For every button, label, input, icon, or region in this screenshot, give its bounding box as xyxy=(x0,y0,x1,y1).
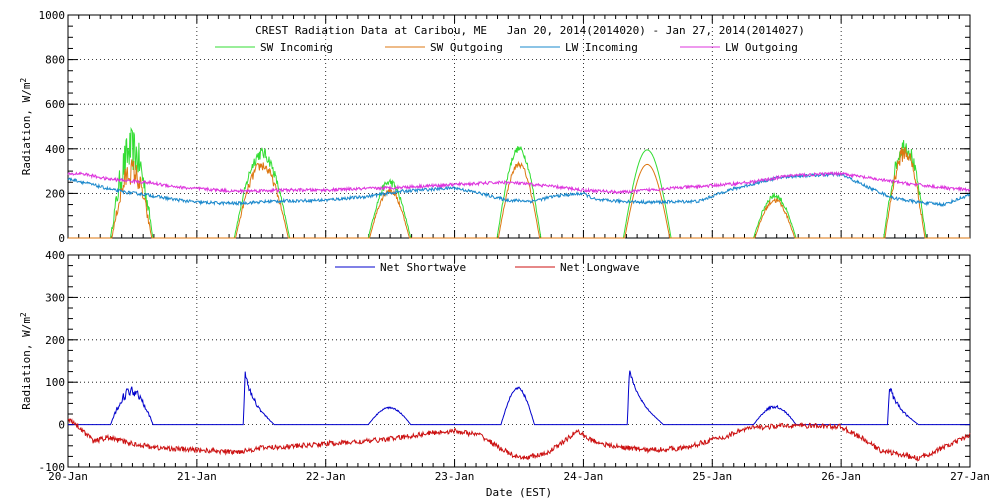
x-tick-label: 21-Jan xyxy=(177,470,217,483)
x-tick-label: 24-Jan xyxy=(564,470,604,483)
bottom-panel-ytick-label: -100 xyxy=(39,461,66,474)
top-panel-frame xyxy=(67,14,971,239)
top-panel-series-3-line xyxy=(67,170,971,195)
top-panel-ytick-label: 0 xyxy=(58,232,65,245)
top-panel-ytick-label: 400 xyxy=(45,143,65,156)
top-panel-ylabel-exponent: 2 xyxy=(19,78,28,83)
bottom-panel-ytick-label: 300 xyxy=(45,291,65,304)
x-tick-label: 25-Jan xyxy=(692,470,732,483)
top-panel-series-1-line xyxy=(68,147,970,239)
bottom-panel-ytick-label: 200 xyxy=(45,334,65,347)
top-panel-legend-label-0: SW Incoming xyxy=(260,41,333,54)
top-panel-ytick-label: 800 xyxy=(45,54,65,67)
bottom-panel-series-0-line xyxy=(68,370,970,426)
top-panel-ytick-label: 600 xyxy=(45,98,65,111)
x-axis-label: Date (EST) xyxy=(486,486,552,499)
top-panel-ytick-label: 1000 xyxy=(39,9,66,22)
bottom-panel-ylabel: Radiation, W/m2 xyxy=(19,312,33,410)
top-panel-legend-label-2: LW Incoming xyxy=(565,41,638,54)
top-panel-legend-label-1: SW Outgoing xyxy=(430,41,503,54)
x-tick-label: 22-Jan xyxy=(306,470,346,483)
bottom-panel-ytick-label: 100 xyxy=(45,376,65,389)
x-tick-label: 23-Jan xyxy=(435,470,475,483)
top-panel-ytick-label: 200 xyxy=(45,187,65,200)
bottom-panel-frame xyxy=(67,254,971,468)
x-tick-label: 26-Jan xyxy=(821,470,861,483)
top-panel-ylabel: Radiation, W/m2 xyxy=(19,78,33,176)
top-panel-series-2-line xyxy=(67,171,971,208)
bottom-panel-legend-label-1: Net Longwave xyxy=(560,261,639,274)
bottom-panel-ytick-label: 400 xyxy=(45,249,65,262)
bottom-panel-ylabel-exponent: 2 xyxy=(19,312,28,317)
x-tick-label: 20-Jan xyxy=(48,470,88,483)
bottom-panel-legend-label-0: Net Shortwave xyxy=(380,261,466,274)
top-panel-legend-label-3: LW Outgoing xyxy=(725,41,798,54)
x-tick-label: 27-Jan xyxy=(950,470,990,483)
bottom-panel-ytick-label: 0 xyxy=(58,419,65,432)
bottom-panel-series-1-line xyxy=(67,418,971,462)
chart-title: CREST Radiation Data at Caribou, ME Jan … xyxy=(255,24,805,37)
